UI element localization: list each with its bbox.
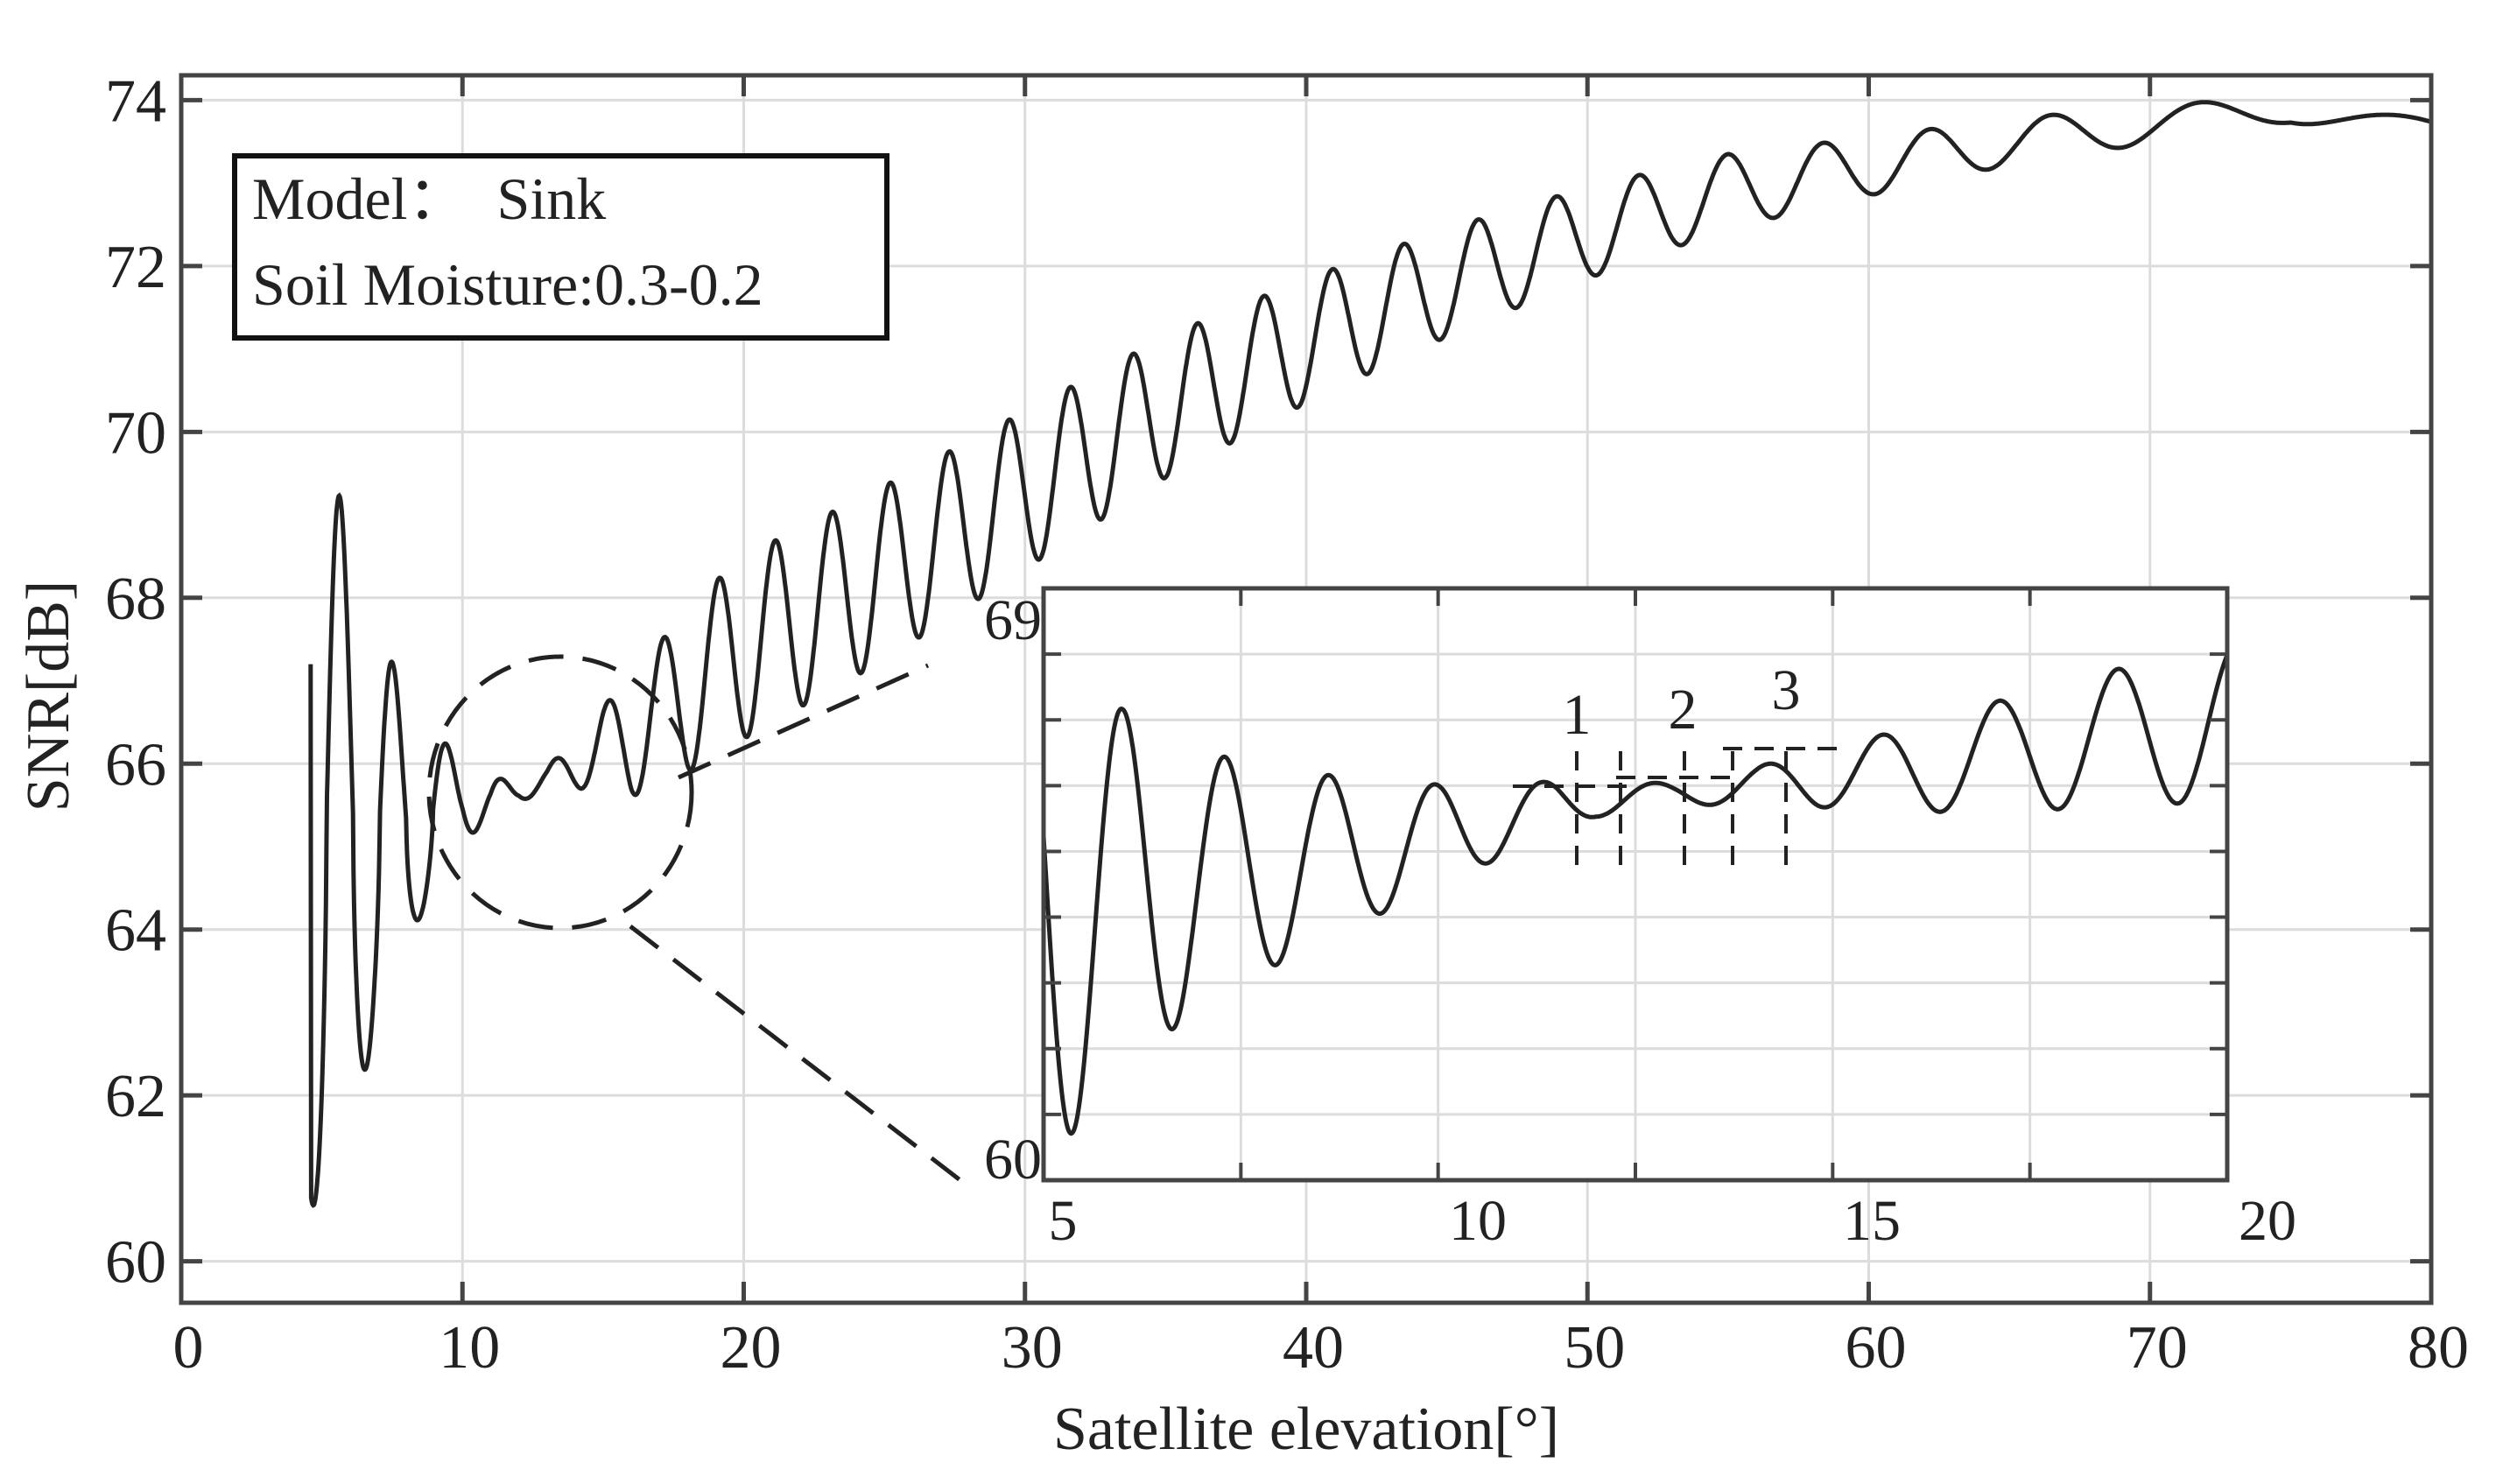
main-x-tick-label: 80 bbox=[2408, 1314, 2469, 1382]
inset-tick-marks bbox=[1042, 587, 2229, 1182]
main-x-tick-label: 50 bbox=[1564, 1314, 1625, 1382]
inset-snr-curve bbox=[1041, 654, 2230, 1136]
inset-marker-label: 3 bbox=[1772, 658, 1801, 722]
main-x-tick-label: 40 bbox=[1283, 1314, 1344, 1382]
main-y-tick-label: 62 bbox=[105, 1063, 166, 1130]
inset-x-tick-label: 10 bbox=[1449, 1189, 1507, 1253]
legend-soil-moisture-text: Soil Moisture:0.3-0.2 bbox=[252, 251, 763, 318]
inset-x-tick-label: 15 bbox=[1843, 1189, 1901, 1253]
inset-tick-labels: 5 10 15 20 60 69 bbox=[984, 588, 2296, 1253]
inset-marker-label: 1 bbox=[1563, 683, 1592, 747]
inset-grid bbox=[1044, 588, 2227, 1180]
inset-x-tick-label: 5 bbox=[1049, 1189, 1078, 1253]
y-axis-label: SNR[dB] bbox=[15, 580, 82, 812]
inset-y-tick-label: 60 bbox=[984, 1128, 1042, 1192]
main-x-tick-label: 0 bbox=[173, 1314, 204, 1382]
legend-box bbox=[232, 153, 889, 341]
legend-model-text: Model： Sink bbox=[252, 165, 606, 232]
main-y-tick-label: 60 bbox=[105, 1229, 166, 1297]
zoom-connector-bottom bbox=[629, 925, 967, 1185]
main-y-tick-label: 68 bbox=[105, 566, 166, 633]
main-y-tick-label: 70 bbox=[105, 399, 166, 467]
main-snr-curve bbox=[308, 100, 2432, 1208]
inset-marker-label: 2 bbox=[1669, 678, 1698, 742]
main-y-tick-label: 74 bbox=[105, 67, 166, 135]
main-y-tick-label: 72 bbox=[105, 234, 166, 301]
zoom-ellipse bbox=[426, 654, 694, 931]
main-x-tick-label: 10 bbox=[439, 1314, 500, 1382]
main-x-tick-labels: 0 10 20 30 40 50 60 70 80 bbox=[173, 1314, 2470, 1382]
zoom-connector-top bbox=[677, 663, 930, 780]
inset-period-markers: 1 2 3 bbox=[1513, 658, 1849, 876]
main-y-tick-label: 66 bbox=[105, 731, 166, 798]
main-y-tick-label: 64 bbox=[105, 897, 166, 965]
inset-x-tick-label: 20 bbox=[2239, 1189, 2296, 1253]
x-axis-label: Satellite elevation[°] bbox=[1053, 1396, 1559, 1463]
main-x-tick-label: 70 bbox=[2127, 1314, 2188, 1382]
main-tick-marks bbox=[179, 75, 2434, 1303]
main-x-tick-label: 30 bbox=[1002, 1314, 1063, 1382]
main-y-tick-labels: 60 62 64 66 68 70 72 74 bbox=[105, 67, 166, 1296]
inset-y-tick-label: 69 bbox=[984, 588, 1042, 652]
main-x-tick-label: 20 bbox=[721, 1314, 782, 1382]
main-x-tick-label: 60 bbox=[1846, 1314, 1907, 1382]
